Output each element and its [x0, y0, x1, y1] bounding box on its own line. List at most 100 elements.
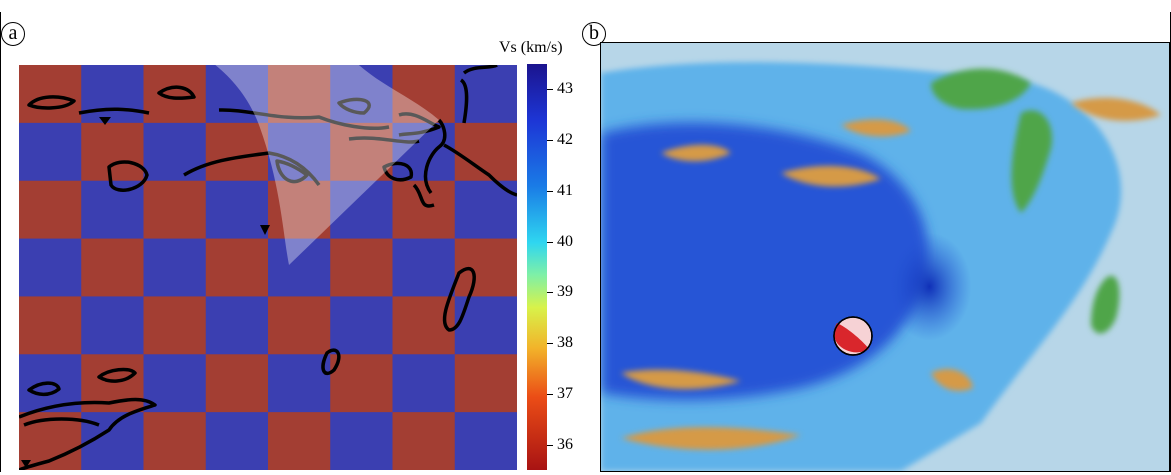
checker-cell — [392, 238, 456, 297]
land-green — [1011, 110, 1052, 213]
coastline — [337, 97, 371, 115]
checker-cell — [392, 354, 456, 413]
checker-cell — [330, 354, 393, 413]
checker-cell — [143, 180, 207, 240]
coastline — [218, 108, 390, 131]
colorbar — [527, 64, 547, 470]
coastline — [423, 118, 447, 195]
coastline — [398, 112, 441, 137]
colorbar-tick — [547, 89, 553, 90]
checker-cell — [81, 65, 144, 124]
colorbar-title: Vs (km/s) — [499, 39, 563, 56]
coastline — [348, 136, 420, 144]
land-green — [1091, 275, 1120, 334]
coastline — [412, 183, 435, 208]
land-orange — [931, 368, 973, 391]
land-green — [931, 68, 1031, 110]
checker-cell — [81, 296, 144, 355]
coastline — [462, 63, 498, 75]
land-orange — [1071, 97, 1161, 121]
coastline — [27, 95, 76, 110]
coastline — [23, 417, 100, 427]
coastline — [442, 266, 476, 332]
checker-cell — [330, 122, 393, 182]
checker-cell — [330, 180, 393, 240]
coastline — [459, 78, 469, 124]
colorbar-tick — [547, 445, 553, 446]
checker-cell — [143, 122, 207, 182]
checker-cell — [330, 412, 393, 471]
colorbar-tick-label: 43 — [557, 80, 573, 97]
colorbar-tick-label: 42 — [557, 131, 573, 148]
checker-cell — [454, 412, 518, 471]
land-masses — [621, 68, 1161, 450]
land-orange — [621, 427, 801, 450]
land-orange — [841, 119, 911, 137]
triangle-marker — [21, 460, 31, 468]
colorbar-tick — [547, 292, 553, 293]
checker-cell — [330, 296, 393, 355]
checker-cell — [205, 354, 269, 413]
checker-cell — [19, 238, 82, 297]
colorbar-tick — [547, 242, 553, 243]
land-orange — [661, 144, 731, 162]
checker-cell — [330, 238, 393, 297]
checker-cell — [268, 296, 331, 355]
checker-cell — [392, 180, 456, 240]
checker-cell — [454, 238, 518, 297]
coastlines — [18, 63, 518, 472]
checker-cell — [392, 412, 456, 471]
checker-cell — [19, 65, 82, 124]
checker-cell — [268, 180, 331, 240]
focal-mechanism — [833, 316, 873, 356]
checker-cell — [205, 412, 269, 471]
colorbar-tick-label: 36 — [557, 436, 573, 453]
checkerboard-map — [18, 0, 518, 472]
coastline — [183, 151, 321, 187]
checker-cell — [143, 296, 207, 355]
land-orange — [621, 369, 741, 390]
colorbar-tick-label: 40 — [557, 233, 573, 250]
triangle-marker — [99, 117, 111, 125]
checker-cell — [143, 65, 207, 124]
watermark-shape — [39, 0, 439, 265]
checker-cell — [268, 354, 331, 413]
colorbar-tick-label: 39 — [557, 283, 573, 300]
colorbar-tick — [547, 140, 553, 141]
panel-a-label: a — [1, 22, 25, 46]
triangle-marker — [260, 225, 270, 235]
trench-deep — [851, 193, 991, 373]
coastline — [27, 381, 61, 397]
checkerboard-cells — [19, 65, 518, 471]
checker-cell — [81, 122, 144, 182]
checker-cell — [19, 122, 82, 182]
triangle-markers — [21, 117, 270, 468]
coastline — [107, 160, 149, 192]
checker-cell — [81, 238, 144, 297]
coastline — [382, 161, 414, 182]
checker-cell — [143, 238, 207, 297]
bathymetry-map — [600, 42, 1170, 472]
checkerboard-svg — [18, 0, 518, 472]
coastline — [443, 143, 518, 197]
colorbar-tick — [547, 343, 553, 344]
colorbar-tick — [547, 394, 553, 395]
checker-cell — [81, 180, 144, 240]
colorbar-tick-label: 41 — [557, 182, 573, 199]
colorbar-tick-label: 37 — [557, 385, 573, 402]
colorbar-tick — [547, 191, 553, 192]
coastline — [97, 367, 137, 383]
checker-cell — [268, 65, 331, 124]
checker-cell — [454, 354, 518, 413]
checker-cell — [268, 412, 331, 471]
coastline — [275, 159, 309, 184]
checker-cell — [205, 296, 269, 355]
checker-cell — [205, 180, 269, 240]
coastline — [157, 85, 196, 100]
checker-cell — [268, 238, 331, 297]
colorbar-tick-label: 38 — [557, 334, 573, 351]
checker-cell — [19, 296, 82, 355]
checker-cell — [205, 238, 269, 297]
coastline — [321, 348, 341, 376]
coastline — [18, 397, 157, 472]
